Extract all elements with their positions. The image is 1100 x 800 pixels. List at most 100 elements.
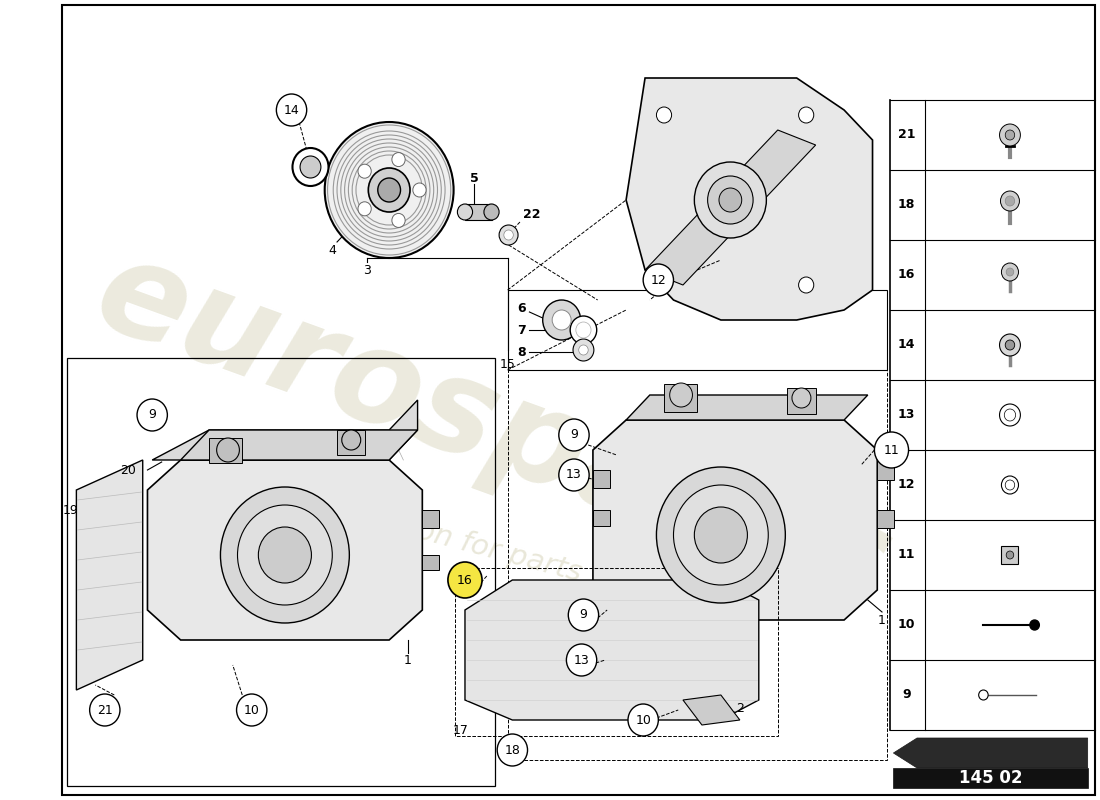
Circle shape <box>657 467 785 603</box>
Polygon shape <box>626 395 868 420</box>
Circle shape <box>358 164 371 178</box>
Circle shape <box>258 527 311 583</box>
FancyBboxPatch shape <box>878 460 894 480</box>
Circle shape <box>694 162 767 238</box>
Circle shape <box>368 168 410 212</box>
Circle shape <box>1000 124 1021 146</box>
Circle shape <box>499 225 518 245</box>
Polygon shape <box>593 420 878 620</box>
Text: 13: 13 <box>566 469 582 482</box>
Text: 10: 10 <box>244 703 260 717</box>
Text: 12: 12 <box>650 274 667 286</box>
Text: 1: 1 <box>404 654 412 666</box>
Circle shape <box>504 230 514 240</box>
Text: 21: 21 <box>898 129 915 142</box>
Polygon shape <box>645 130 816 285</box>
Text: 10: 10 <box>898 618 915 631</box>
Circle shape <box>673 485 768 585</box>
Circle shape <box>628 704 658 736</box>
Polygon shape <box>465 580 759 720</box>
Text: 11: 11 <box>883 443 900 457</box>
Circle shape <box>707 176 754 224</box>
Circle shape <box>657 277 672 293</box>
Circle shape <box>392 153 405 166</box>
Circle shape <box>799 277 814 293</box>
Circle shape <box>670 383 692 407</box>
Circle shape <box>566 644 596 676</box>
Circle shape <box>874 432 909 468</box>
FancyBboxPatch shape <box>593 510 611 526</box>
Text: 18: 18 <box>505 743 520 757</box>
Circle shape <box>792 388 811 408</box>
Circle shape <box>484 204 499 220</box>
Text: 18: 18 <box>898 198 915 211</box>
Polygon shape <box>76 460 143 690</box>
Circle shape <box>1030 620 1040 630</box>
Text: 17: 17 <box>452 723 469 737</box>
Text: 16: 16 <box>458 574 473 586</box>
Circle shape <box>276 94 307 126</box>
Circle shape <box>799 107 814 123</box>
Text: 22: 22 <box>522 209 540 222</box>
Circle shape <box>1006 268 1014 276</box>
Circle shape <box>220 487 350 623</box>
Circle shape <box>1005 340 1014 350</box>
Circle shape <box>1006 551 1014 559</box>
Text: 14: 14 <box>284 103 299 117</box>
Polygon shape <box>683 695 740 725</box>
Circle shape <box>89 694 120 726</box>
Text: 7: 7 <box>517 323 526 337</box>
Circle shape <box>1005 196 1014 206</box>
Circle shape <box>138 399 167 431</box>
Circle shape <box>412 183 426 197</box>
Circle shape <box>542 300 581 340</box>
Circle shape <box>448 562 482 598</box>
Text: 9: 9 <box>902 689 911 702</box>
Polygon shape <box>147 460 422 640</box>
Text: 10: 10 <box>635 714 651 726</box>
Circle shape <box>644 264 673 296</box>
Text: 12: 12 <box>898 478 915 491</box>
FancyBboxPatch shape <box>337 430 365 455</box>
Text: 8: 8 <box>517 346 526 358</box>
Circle shape <box>559 459 590 491</box>
FancyBboxPatch shape <box>893 768 1088 788</box>
Circle shape <box>497 734 528 766</box>
Circle shape <box>1000 334 1021 356</box>
Circle shape <box>1000 404 1021 426</box>
Circle shape <box>1001 191 1020 211</box>
FancyBboxPatch shape <box>422 555 439 570</box>
Text: 2: 2 <box>736 702 744 714</box>
Circle shape <box>236 694 267 726</box>
Circle shape <box>552 310 571 330</box>
Text: 5: 5 <box>470 171 478 185</box>
Circle shape <box>377 178 400 202</box>
FancyBboxPatch shape <box>1001 546 1019 564</box>
FancyBboxPatch shape <box>788 388 816 414</box>
FancyBboxPatch shape <box>593 470 611 488</box>
Circle shape <box>719 188 741 212</box>
Circle shape <box>300 156 321 178</box>
Circle shape <box>293 148 329 186</box>
Circle shape <box>657 107 672 123</box>
Text: 145 02: 145 02 <box>959 769 1022 787</box>
Polygon shape <box>152 400 418 460</box>
Polygon shape <box>465 204 492 220</box>
Text: 13: 13 <box>574 654 590 666</box>
Text: 9: 9 <box>148 409 156 422</box>
Circle shape <box>569 599 598 631</box>
FancyBboxPatch shape <box>209 438 242 463</box>
Circle shape <box>570 316 596 344</box>
Circle shape <box>358 202 371 216</box>
Text: 3: 3 <box>363 263 372 277</box>
FancyBboxPatch shape <box>422 510 439 528</box>
Text: 21: 21 <box>97 703 112 717</box>
Text: 6: 6 <box>517 302 526 314</box>
FancyBboxPatch shape <box>878 510 894 528</box>
Polygon shape <box>180 430 418 460</box>
Text: 9: 9 <box>570 429 578 442</box>
Circle shape <box>579 345 588 355</box>
Text: eurospares: eurospares <box>79 227 908 633</box>
Circle shape <box>238 505 332 605</box>
Circle shape <box>1005 130 1014 140</box>
